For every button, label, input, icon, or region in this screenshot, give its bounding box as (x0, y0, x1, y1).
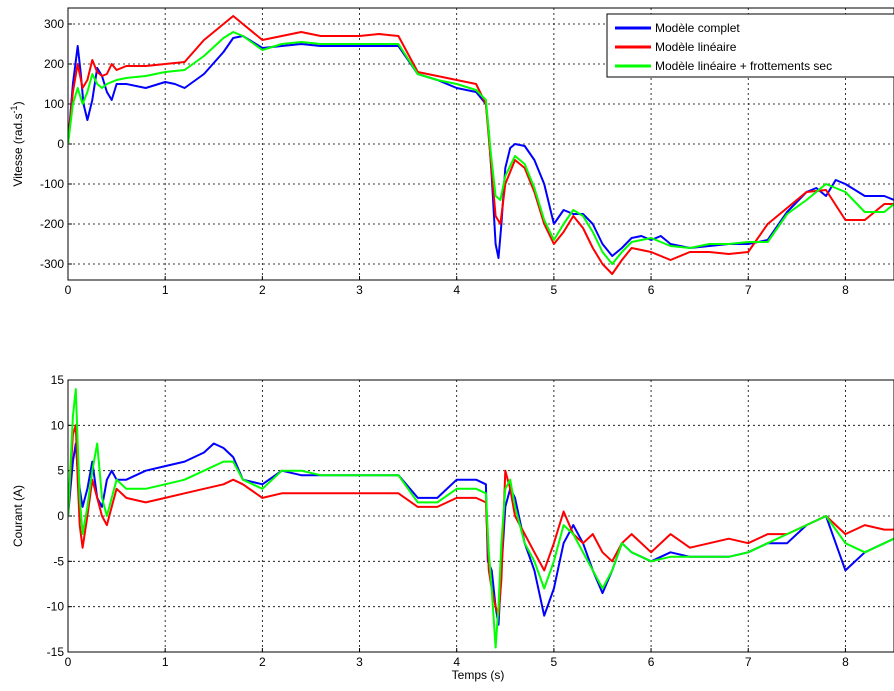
y-tick-label: 0 (57, 137, 64, 151)
y-tick-label: -200 (40, 217, 64, 231)
legend-entry: Modèle linéaire + frottements sec (655, 59, 832, 73)
y-tick-label: 10 (51, 418, 65, 432)
x-tick-label: 6 (648, 655, 655, 669)
series-group (68, 15, 894, 275)
x-tick-label: 2 (259, 655, 266, 669)
x-tick-label: 2 (259, 283, 266, 297)
x-tick-label: 8 (842, 283, 849, 297)
y-axis-label: Vitesse (rad.s-1) (9, 101, 25, 186)
legend-box (606, 13, 894, 78)
axes-frame (67, 379, 894, 653)
y-tick-label: -15 (47, 645, 65, 659)
x-tick-label: 6 (648, 283, 655, 297)
y-tick-label: 5 (57, 464, 64, 478)
y-tick-label: -100 (40, 177, 64, 191)
x-tick-label: 0 (65, 655, 72, 669)
x-tick-label: 4 (453, 655, 460, 669)
x-tick-label: 4 (453, 283, 460, 297)
series-group (68, 388, 894, 649)
y-tick-label: 100 (44, 97, 64, 111)
x-tick-label: 5 (551, 283, 558, 297)
velocity-chart: 0 1 2 3 4 5 6 7 8 -300 -200 -100 0 100 200 300 Vitesse (… (9, 7, 894, 297)
current-chart: 0 1 2 3 4 5 6 7 8 -15 -10 -5 0 5 10 15 Courant (A) Temps … (11, 373, 894, 682)
series-line-3 (68, 388, 894, 649)
x-tick-label: 1 (162, 655, 169, 669)
x-tick-label: 8 (842, 655, 849, 669)
y-tick-label: 200 (44, 57, 64, 71)
x-tick-label: 5 (551, 655, 558, 669)
y-tick-label: 0 (57, 509, 64, 523)
y-tick-label: -10 (47, 600, 65, 614)
y-tick-label: 300 (44, 17, 64, 31)
x-tick-label: 1 (162, 283, 169, 297)
x-tick-label: 3 (356, 655, 363, 669)
series-line-1 (68, 35, 894, 259)
y-tick-label: 15 (51, 373, 65, 387)
legend-entry: Modèle linéaire (655, 40, 737, 54)
y-tick-label: -300 (40, 257, 64, 271)
x-tick-label: 3 (356, 283, 363, 297)
x-tick-label: 0 (65, 283, 72, 297)
x-tick-label: 7 (745, 283, 752, 297)
y-tick-label: -5 (53, 554, 64, 568)
plot-area (68, 380, 894, 652)
legend-entry: Modèle complet (655, 21, 740, 35)
series-line-3 (68, 31, 894, 265)
axes-frame (67, 7, 894, 281)
y-axis-label: Courant (A) (11, 485, 25, 547)
x-tick-label: 7 (745, 655, 752, 669)
x-axis-label: Temps (s) (452, 668, 505, 682)
